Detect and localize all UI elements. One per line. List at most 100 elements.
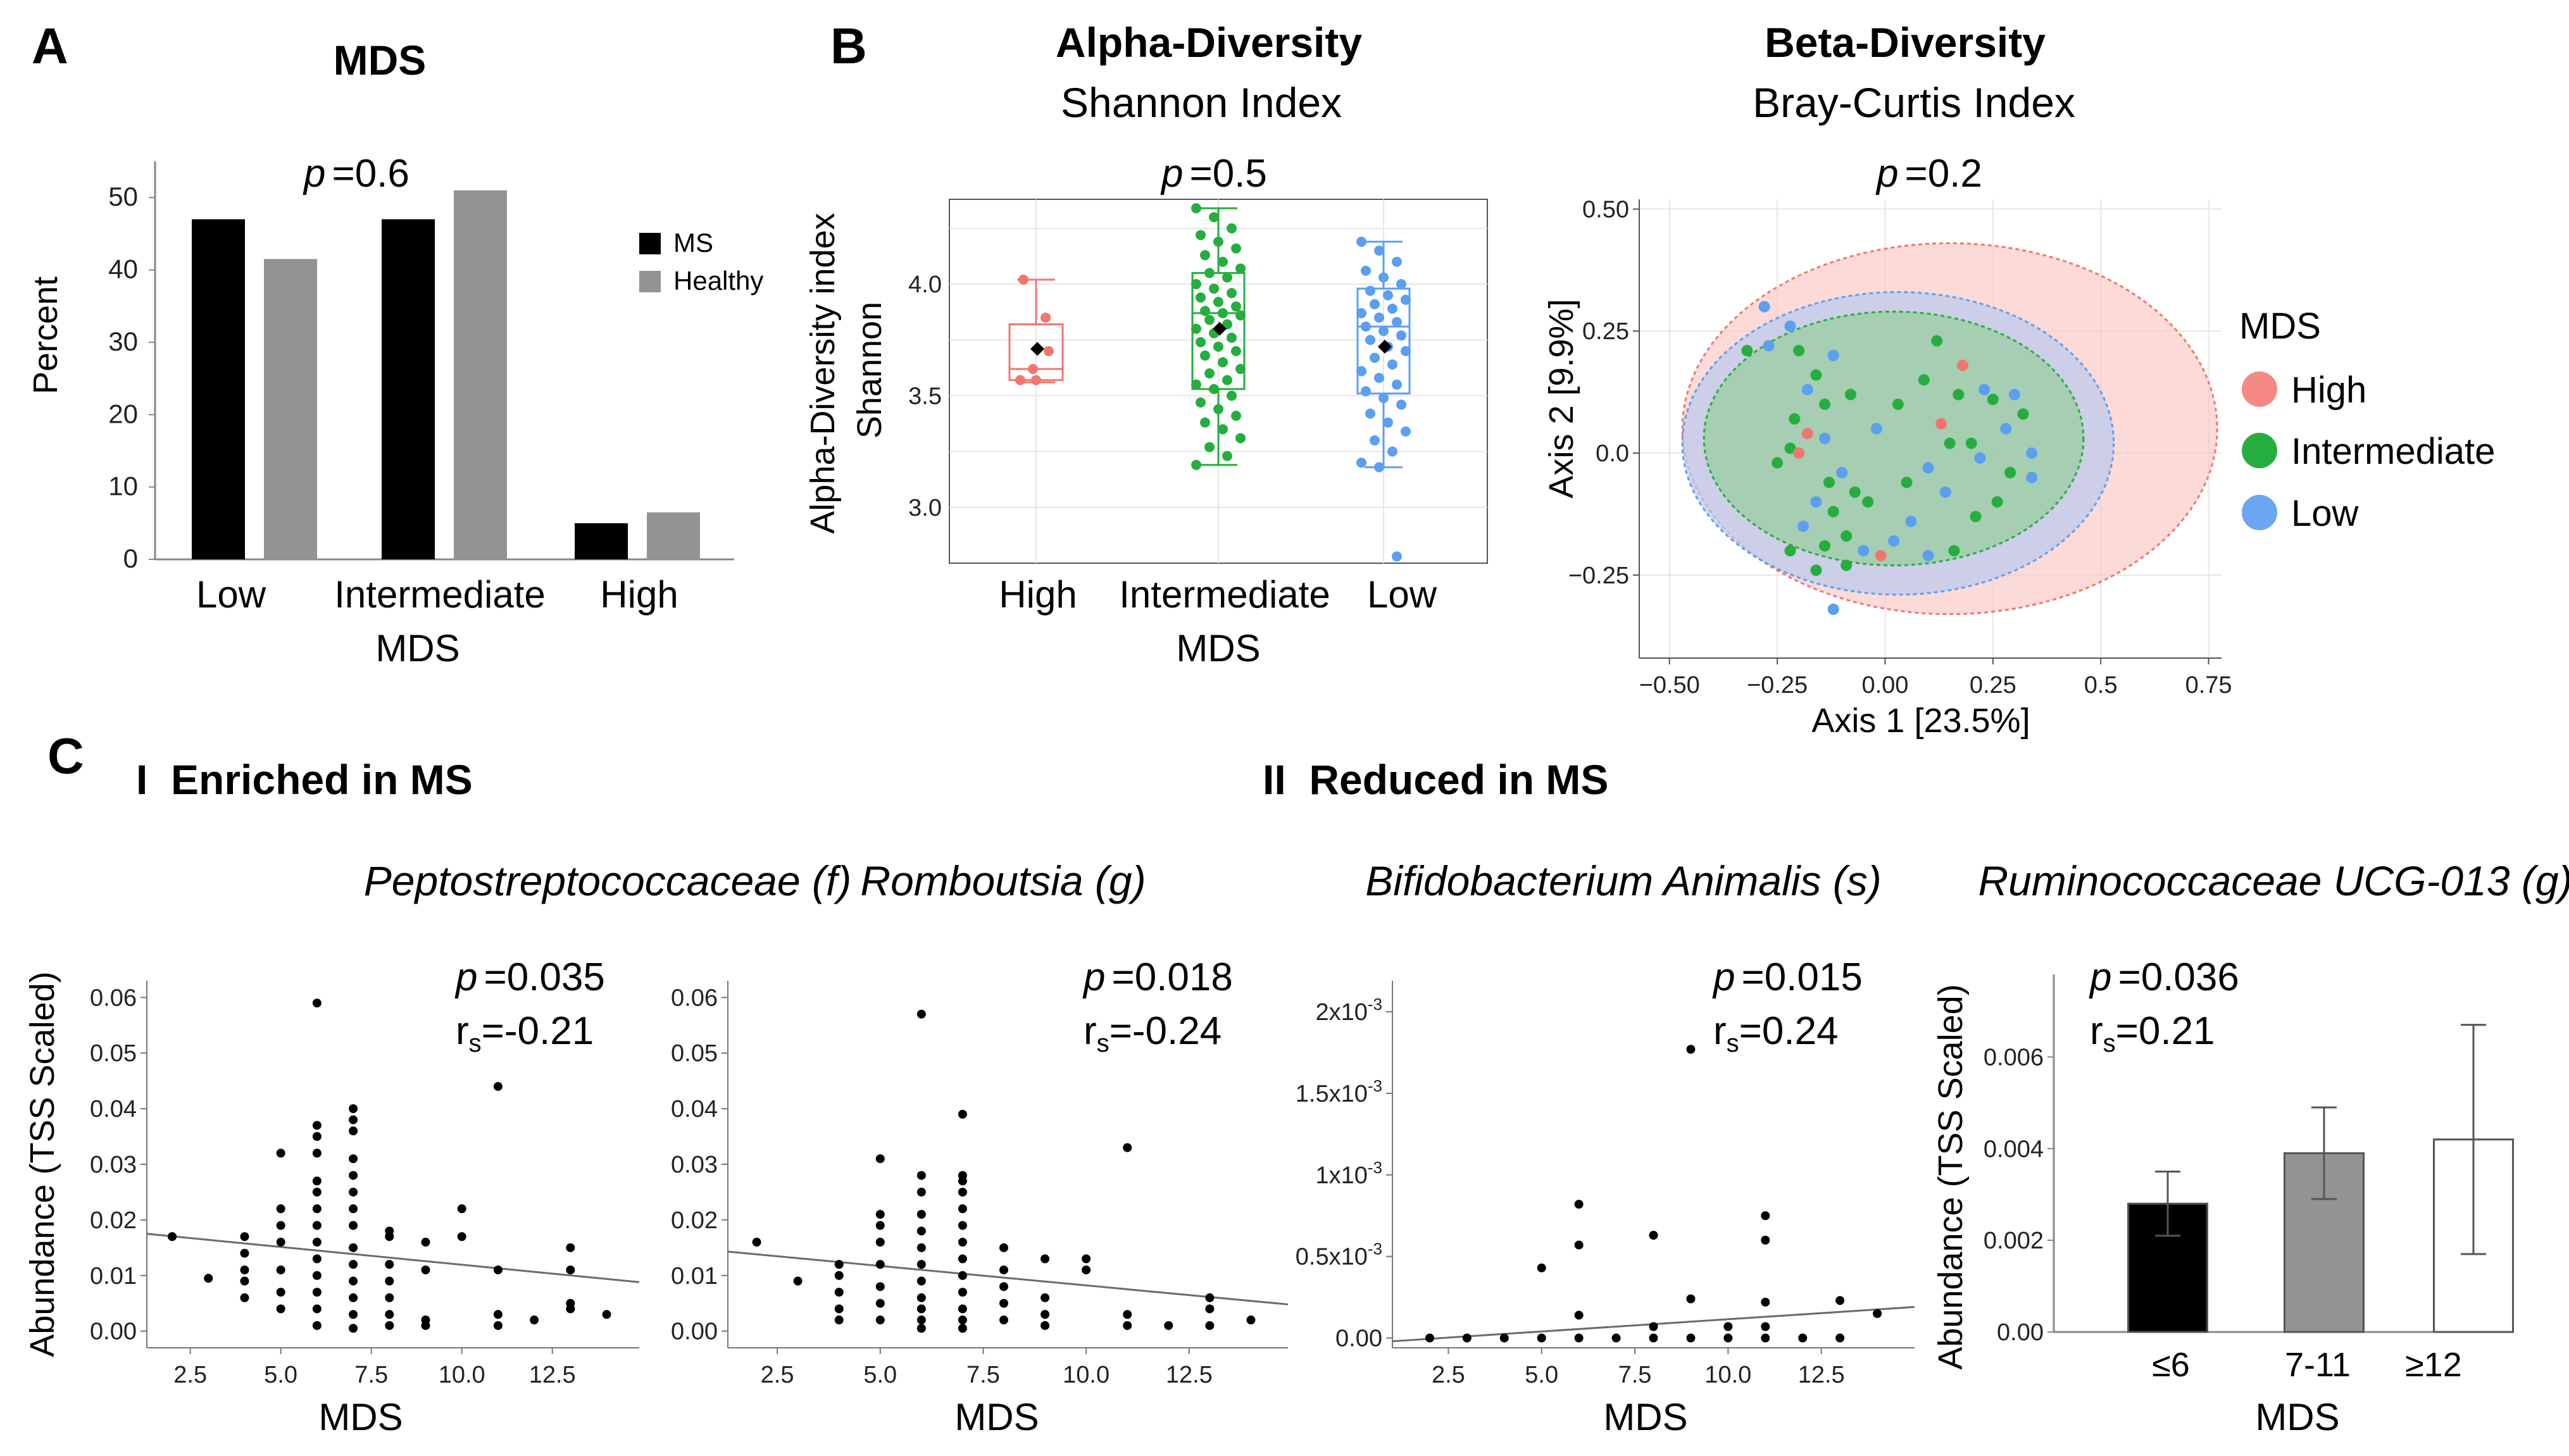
alpha-mean-marker: [1378, 339, 1392, 354]
c2-point: [793, 1276, 803, 1286]
c2-point: [834, 1260, 844, 1269]
beta-point-intermediate: [1784, 442, 1796, 454]
c2-point: [958, 1221, 967, 1230]
panel-a-title: MDS: [334, 37, 427, 84]
alpha-point-intermediate: [1218, 256, 1228, 267]
beta-point-low: [1939, 486, 1951, 498]
legend-label-low: Low: [2291, 493, 2360, 534]
c2-point: [1041, 1293, 1050, 1302]
beta-point-low: [2026, 447, 2038, 459]
c1-point: [385, 1293, 394, 1302]
c1-point: [312, 1288, 322, 1297]
c3-ytick-label: 1.5x10-3: [1296, 1076, 1382, 1107]
c1-p-value: =0.035: [484, 955, 604, 999]
c3-xtick-label: 7.5: [1618, 1362, 1652, 1388]
c2-point: [916, 1293, 926, 1302]
beta-point-intermediate: [1901, 476, 1913, 488]
c2-point: [916, 1276, 926, 1286]
beta-point-intermediate: [1841, 559, 1853, 571]
beta-xtick-label: 0.75: [2185, 672, 2232, 699]
c4-category-label: 7-11: [2285, 1346, 2351, 1384]
beta-ylabel: Axis 2 [9.9%]: [1542, 299, 1580, 498]
c1-ylabel: Abundance (TSS Scaled): [23, 971, 61, 1357]
panel-a-category-label: Low: [196, 573, 266, 616]
panel-a-bar-healthy-high: [647, 512, 700, 559]
alpha-point-intermediate: [1200, 250, 1210, 261]
alpha-point-low: [1370, 299, 1380, 309]
c2-point: [834, 1288, 844, 1297]
c4-ytick-label: 0.00: [1997, 1319, 2044, 1346]
c1-point: [168, 1232, 177, 1241]
beta-point-low: [2026, 471, 2038, 483]
c3-point: [1574, 1310, 1584, 1320]
beta-point-intermediate: [1810, 564, 1822, 576]
c3-xlabel: MDS: [1603, 1396, 1687, 1438]
c1-xlabel: MDS: [318, 1396, 403, 1438]
alpha-point-low: [1383, 417, 1393, 428]
alpha-ylabel-line2: Shannon: [851, 302, 889, 439]
panel-a-ytick-label: 20: [108, 399, 138, 428]
beta-point-high: [1793, 447, 1805, 459]
c1-point: [421, 1265, 430, 1274]
c1-ytick-label: 0.00: [90, 1319, 137, 1345]
c1-point: [566, 1265, 575, 1274]
c1-xtick-label: 7.5: [354, 1362, 388, 1388]
c3-point: [1425, 1333, 1434, 1343]
c2-point: [875, 1221, 885, 1230]
beta-point-low: [1888, 535, 1900, 547]
alpha-point-intermediate: [1200, 350, 1210, 361]
c2-point: [916, 1009, 926, 1019]
alpha-point-intermediate: [1213, 297, 1223, 308]
c3-ytick-label: 1x10-3: [1315, 1158, 1382, 1189]
c3-xtick-label: 10.0: [1704, 1362, 1751, 1388]
c2-point: [999, 1298, 1008, 1308]
c2-rs-r: r: [1084, 1009, 1097, 1053]
beta-xtick-label: 0.5: [2084, 672, 2118, 699]
c1-point: [385, 1260, 394, 1269]
c2-point: [834, 1304, 844, 1314]
c2-point: [834, 1316, 844, 1325]
c1-point: [276, 1238, 285, 1247]
beta-point-low: [2000, 423, 2012, 435]
c4-rs-r: r: [2090, 1009, 2103, 1053]
c3-xtick-label: 12.5: [1798, 1362, 1845, 1388]
c1-stats: p =0.035 rs=-0.21: [454, 955, 605, 1057]
beta-point-intermediate: [1772, 457, 1784, 469]
c2-rs-value: =-0.24: [1109, 1009, 1222, 1053]
alpha-point-intermediate: [1235, 310, 1246, 321]
beta-point-low: [1905, 516, 1917, 528]
c3-point: [1798, 1333, 1808, 1343]
beta-xtick-label: 0.00: [1861, 672, 1908, 699]
c2-chart: 2.5 5.0 7.5 10.0 12.5 0.00 0.01 0.02 0.03 0.04 0.0…: [671, 981, 1289, 1388]
c2-point: [875, 1238, 885, 1247]
c3-p-value: =0.015: [1741, 955, 1862, 999]
beta-point-intermediate: [1741, 345, 1753, 357]
panel-a-category-label: High: [600, 573, 678, 616]
alpha-point-intermediate: [1196, 397, 1206, 408]
c2-title: Romboutsia (g): [860, 857, 1146, 904]
c1-point: [240, 1265, 249, 1274]
beta-point-low: [1836, 466, 1848, 478]
svg-text:p=0.036: p =0.036: [2089, 955, 2239, 999]
c2-p-value: =0.018: [1111, 955, 1232, 999]
c2-point: [875, 1316, 885, 1325]
beta-point-intermediate: [1948, 545, 1960, 557]
c4-ytick-label: 0.002: [1984, 1228, 2044, 1254]
c1-point: [493, 1310, 503, 1319]
c2-point: [1164, 1321, 1173, 1330]
c4-chart: 0.00 0.002 0.004 0.006 ≤6 7-11 ≥12: [1984, 974, 2514, 1384]
c1-rs-r: r: [456, 1009, 469, 1053]
alpha-point-intermediate: [1227, 390, 1237, 401]
c3-point: [1686, 1045, 1696, 1054]
c2-point: [875, 1298, 885, 1308]
c1-point: [349, 1324, 358, 1333]
c2-rs-s: s: [1097, 1030, 1109, 1057]
alpha-point-low: [1378, 272, 1389, 283]
c3-p-symbol: p: [1712, 955, 1735, 999]
c1-point: [602, 1310, 611, 1319]
alpha-mean-marker: [1213, 321, 1227, 336]
c1-ytick-label: 0.01: [90, 1263, 137, 1290]
c3-xtick-label: 2.5: [1432, 1362, 1465, 1388]
c2-point: [875, 1154, 885, 1164]
c4-rs-value: =0.21: [2116, 1009, 2215, 1053]
